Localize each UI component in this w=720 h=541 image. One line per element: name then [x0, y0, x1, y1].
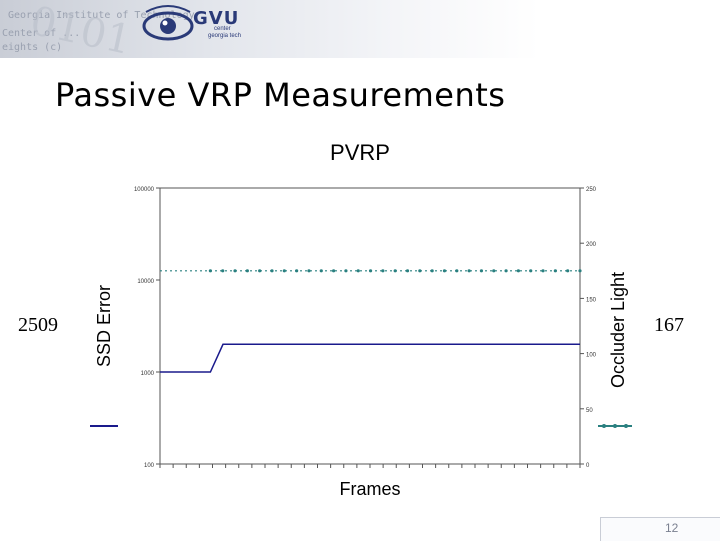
watermark-line-3: eights (c): [2, 42, 63, 53]
series-marker: [516, 269, 521, 273]
series-marker: [504, 269, 508, 273]
series-marker: [381, 269, 385, 273]
series-marker: [430, 269, 434, 273]
series-marker: [295, 269, 299, 273]
series-marker: [344, 269, 348, 273]
y2-tick-label: 250: [586, 187, 597, 193]
series-marker: [356, 269, 360, 273]
series-marker: [455, 269, 459, 273]
logo-subtitle-center: center: [214, 26, 231, 32]
y-tick-label: 10000: [137, 279, 154, 285]
series-marker: [282, 269, 286, 273]
plot-area: [159, 187, 581, 465]
slide-title: Passive VRP Measurements: [55, 76, 506, 114]
series-marker: [245, 269, 249, 273]
legend-light-marker: [602, 424, 606, 428]
series-marker: [553, 269, 557, 273]
y2-tick-label: 150: [586, 297, 597, 303]
logo-text: GVU: [193, 8, 240, 29]
series-marker: [467, 269, 471, 273]
series-marker: [258, 269, 262, 273]
page-number: 12: [665, 521, 679, 535]
series-marker: [270, 269, 274, 273]
y2-tick-label: 200: [586, 242, 597, 248]
series-marker: [221, 269, 225, 273]
footer-bar: [600, 517, 720, 541]
series-marker: [578, 269, 582, 273]
series-marker: [332, 269, 336, 273]
series-marker: [479, 269, 484, 273]
series-marker: [233, 269, 237, 273]
y2-tick-label: 0: [586, 463, 590, 469]
series-marker: [566, 269, 570, 273]
right-value-label: 167: [654, 314, 684, 336]
series-marker: [208, 269, 212, 273]
series-marker: [418, 269, 422, 273]
y-tick-label: 100: [144, 463, 155, 469]
series-marker: [529, 269, 533, 273]
y-axis-label: SSD Error: [94, 285, 114, 367]
series-marker: [368, 269, 373, 273]
x-axis-label: Frames: [339, 479, 400, 499]
legend-light-marker: [613, 424, 617, 428]
eye-logo-icon: [142, 5, 194, 41]
legend-light-marker: [624, 424, 628, 428]
y-tick-label: 1000: [141, 371, 155, 377]
watermark-line-1: Georgia Institute of Technology: [8, 10, 195, 21]
watermark-line-2: Center of ...: [2, 28, 81, 39]
series-marker: [541, 269, 545, 273]
y2-tick-label: 100: [586, 353, 597, 359]
left-value-label: 2509: [18, 314, 58, 336]
series-marker: [319, 269, 323, 273]
series-marker: [442, 269, 447, 273]
series-marker: [307, 269, 311, 273]
series-marker: [492, 269, 496, 273]
chart-title: PVRP: [330, 140, 390, 165]
series-marker: [405, 269, 410, 273]
y2-tick-label: 50: [586, 408, 593, 414]
header-banner: Georgia Institute of Technology Center o…: [0, 0, 720, 58]
logo-subtitle-gt: georgia tech: [208, 33, 242, 39]
series-marker: [393, 269, 397, 273]
y-tick-label: 100000: [134, 187, 155, 193]
y2-axis-label: Occluder Light: [608, 272, 628, 388]
series-line-0: [160, 343, 580, 373]
